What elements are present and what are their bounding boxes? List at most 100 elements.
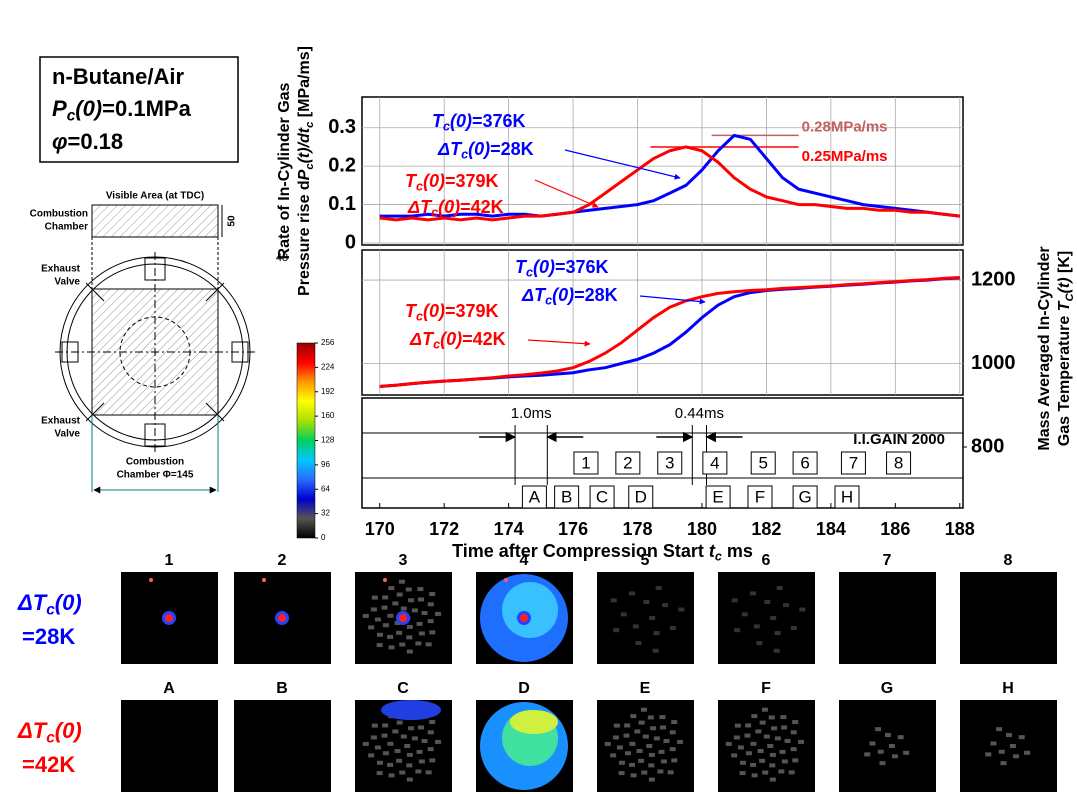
speckle [768, 715, 775, 720]
speckle [657, 769, 664, 774]
speckle [616, 745, 623, 750]
text-run: φ [52, 129, 67, 154]
colorbar [296, 342, 316, 539]
speckle [780, 725, 787, 730]
speckle [643, 600, 650, 605]
speckle [648, 763, 655, 768]
interval-label: 0.44ms [675, 405, 724, 422]
image-bg [234, 700, 331, 792]
kernel [278, 614, 286, 622]
frame-label: 6 [800, 453, 809, 472]
speckle [669, 730, 676, 735]
speckle [646, 744, 653, 748]
speckle [739, 771, 746, 776]
speckle [725, 741, 732, 746]
speckle [406, 777, 413, 782]
speckle [779, 749, 786, 754]
frame-label: G [798, 487, 811, 506]
valve-label: Exhaust [41, 416, 81, 427]
speckle [773, 648, 780, 653]
speckle [406, 635, 413, 640]
speckle [879, 761, 886, 766]
speckle [650, 726, 657, 731]
speckle [638, 758, 645, 763]
frame-box [589, 485, 615, 509]
speckle [767, 744, 774, 748]
image-title: H [1002, 680, 1014, 697]
speckle [429, 630, 436, 635]
speckle [669, 747, 676, 752]
speckle [761, 707, 768, 712]
frame-label: 8 [894, 453, 903, 472]
speckle [408, 598, 415, 603]
text-run: ΔT [407, 197, 433, 217]
height-label: 50 [227, 215, 238, 227]
text-run: (0) [55, 718, 82, 743]
leader-arrow [527, 339, 591, 347]
speckle [411, 736, 418, 741]
image-bg [839, 572, 936, 664]
text-run: (t) [1056, 277, 1073, 293]
flame-image [960, 700, 1057, 792]
speckle [753, 624, 760, 629]
text-run: c [46, 730, 55, 747]
text-run: T [432, 111, 445, 131]
flame-image [355, 572, 452, 664]
speckle [996, 727, 1003, 732]
text-run: (0) [552, 285, 574, 305]
speckle [629, 591, 636, 596]
image-title: F [761, 680, 771, 697]
image-title: 7 [883, 552, 892, 569]
speckle [897, 735, 904, 740]
info-box [39, 56, 239, 163]
speckle [396, 720, 403, 725]
frame-box [750, 451, 776, 475]
flame-image [476, 572, 573, 664]
frame-label: C [596, 487, 608, 506]
speckle [396, 592, 403, 597]
x-tick-label: 182 [751, 519, 781, 539]
speckle [759, 720, 766, 725]
speckle [778, 769, 785, 774]
text-run: =28K [574, 285, 618, 305]
speckle [624, 723, 631, 728]
speckle [648, 777, 655, 782]
speckle [404, 744, 411, 748]
speckle [653, 631, 660, 636]
speckle [634, 729, 641, 734]
row-label: ΔTc(0) [17, 590, 82, 619]
text-run: [K] [1056, 251, 1073, 278]
text-run: c [67, 108, 76, 125]
text-run: ms [722, 541, 753, 561]
frame-label: F [755, 487, 765, 506]
speckle [642, 734, 649, 739]
speckle [400, 734, 407, 739]
y-tick-label: 0 [345, 231, 356, 253]
y-axis-label: Rate of In-Cylinder Gas [276, 82, 293, 259]
speckle [636, 748, 643, 753]
speckle [417, 597, 424, 602]
flame-image [960, 572, 1057, 664]
text-run: ΔT [521, 285, 547, 305]
frame-box [747, 485, 773, 509]
speckle [745, 751, 752, 756]
text-run: [MPa/ms] [296, 46, 313, 122]
frame-label: 1 [581, 453, 590, 472]
image-title: 4 [520, 552, 529, 569]
timeline-title: I.I.GAIN 2000 [853, 431, 945, 448]
image-title: A [163, 680, 175, 697]
text-run: Time after Compression Start [452, 541, 709, 561]
speckle [394, 620, 401, 625]
speckle [632, 624, 639, 629]
speckle [792, 720, 799, 725]
speckle [1005, 733, 1012, 738]
speckle [781, 759, 788, 764]
series-label: Tc(0)=379K [405, 171, 499, 194]
interval-label: 1.0ms [511, 405, 552, 422]
speckle [435, 611, 442, 616]
speckle [418, 631, 425, 636]
text-run: (0) [533, 257, 555, 277]
text-run: c [526, 266, 533, 280]
speckle [399, 642, 406, 647]
speckle [371, 595, 378, 600]
